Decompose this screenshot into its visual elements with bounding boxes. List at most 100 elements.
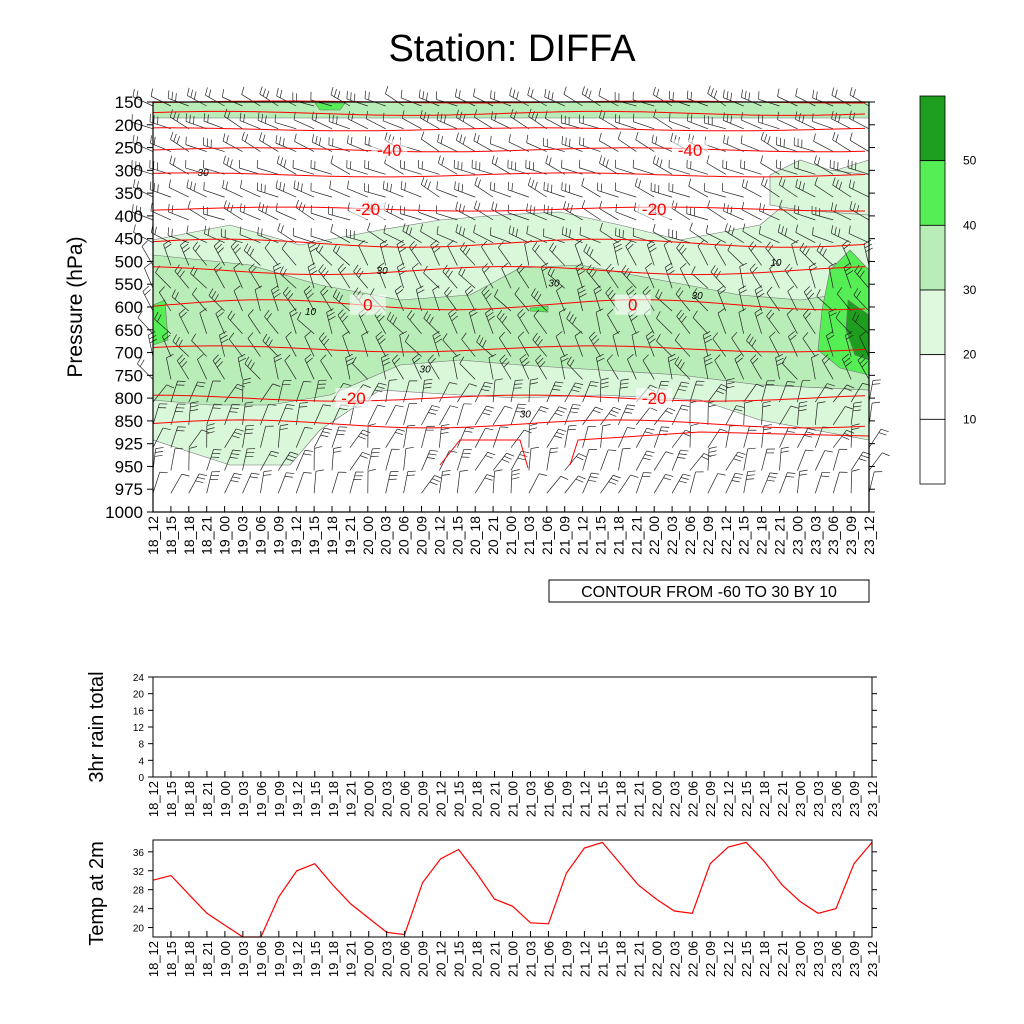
wind-barb-flag: [600, 377, 609, 381]
wind-barb-flag: [335, 291, 340, 300]
main-time-label: 20_12: [431, 516, 447, 555]
wind-barb-flag: [320, 354, 327, 361]
wind-barb-flag: [808, 262, 817, 268]
wind-barb: [275, 122, 297, 130]
colorbar-label: 10: [963, 412, 977, 426]
wind-barb-flag: [336, 246, 341, 254]
wind-barb: [743, 426, 750, 448]
main-time-label: 19_06: [252, 516, 268, 555]
main-time-label: 23_09: [843, 516, 859, 555]
wind-barb-flag: [799, 473, 808, 476]
wind-barb-flag: [451, 315, 459, 322]
wind-barb-flag: [424, 179, 428, 187]
main-time-label: 22_09: [700, 516, 716, 555]
wind-barb: [187, 207, 207, 221]
wind-barb-flag: [515, 379, 524, 381]
wind-barb-flag: [459, 469, 468, 472]
wind-barb-flag: [731, 227, 735, 236]
wind-barb-flag: [679, 408, 688, 411]
wind-barb: [761, 425, 765, 448]
wind-barb-flag: [521, 450, 530, 454]
wind-barb-flag: [155, 451, 164, 453]
wind-barb-flag: [239, 112, 242, 121]
wind-barb-flag: [841, 436, 850, 440]
wind-barb: [240, 187, 261, 198]
wind-barb-flag: [272, 383, 281, 387]
wind-barb-flag: [429, 357, 436, 365]
rain-tick-label: 24: [133, 673, 145, 684]
pressure-tick-label: 500: [115, 252, 143, 271]
wind-barb: [633, 121, 655, 130]
wind-barb: [328, 144, 351, 152]
wind-barb-flag: [678, 290, 684, 298]
wind-barb: [743, 383, 757, 403]
humidity-contour-label: 30: [198, 168, 210, 179]
humidity-contour-label: 10: [305, 307, 317, 318]
wind-barb: [714, 246, 727, 266]
wind-barb: [561, 143, 583, 152]
wind-barb-flag: [244, 356, 250, 364]
wind-barb-flag: [551, 245, 557, 253]
wind-barb-flag: [787, 381, 796, 383]
wind-barb-flag: [474, 109, 478, 118]
wind-barb-flag: [754, 308, 762, 314]
wind-barb-flag: [666, 266, 674, 272]
wind-barb-flag: [277, 223, 281, 231]
temp-time-label: 19_00: [218, 941, 233, 977]
wind-barb-flag: [168, 179, 171, 188]
pressure-tick-label: 1000: [105, 503, 143, 522]
wind-barb-flag: [853, 288, 859, 296]
wind-barb-flag: [738, 308, 747, 313]
wind-barb: [454, 167, 476, 175]
wind-barb-flag: [644, 431, 653, 434]
wind-barb-flag: [459, 356, 465, 364]
wind-barb: [742, 231, 762, 243]
wind-barb-flag: [612, 331, 621, 336]
wind-barb-flag: [882, 452, 890, 457]
wind-barb-flag: [692, 310, 698, 318]
wind-barb-flag: [805, 312, 812, 319]
temp-time-label: 20_21: [488, 941, 503, 977]
wind-barb-flag: [416, 285, 424, 290]
wind-barb-flag: [215, 308, 223, 314]
wind-barb: [528, 473, 540, 494]
wind-barb-flag: [222, 179, 225, 188]
wind-barb-flag: [154, 226, 157, 235]
wind-barb-flag: [681, 316, 687, 323]
wind-barb-flag: [798, 180, 802, 189]
wind-barb-flag: [735, 472, 744, 476]
wind-barb: [712, 338, 727, 357]
wind-barb-flag: [834, 89, 838, 98]
wind-barb: [814, 472, 823, 494]
wind-barb-flag: [153, 136, 156, 145]
wind-barb-flag: [473, 88, 476, 97]
main-time-label: 19_12: [288, 516, 304, 555]
wind-barb-flag: [585, 88, 589, 97]
wind-barb: [367, 448, 373, 471]
wind-barb-flag: [217, 311, 224, 318]
wind-barb: [494, 296, 512, 312]
wind-barb: [439, 382, 450, 403]
wind-barb-flag: [166, 353, 174, 359]
wind-barb-flag: [668, 357, 677, 362]
wind-barb-flag: [293, 180, 296, 189]
wind-barb-flag: [795, 224, 798, 233]
wind-barb: [277, 472, 287, 494]
wind-barb-flag: [264, 309, 270, 317]
wind-barb-flag: [530, 378, 539, 381]
wind-barb-flag: [775, 353, 783, 359]
wind-barb: [367, 230, 386, 243]
wind-barb-flag: [190, 89, 193, 98]
wind-barb-flag: [244, 134, 249, 142]
wind-barb-flag: [511, 473, 520, 476]
wind-barb-flag: [856, 205, 860, 214]
wind-barb-flag: [633, 202, 636, 211]
wind-barb-flag: [534, 244, 540, 253]
wind-barb-flag: [778, 177, 783, 185]
wind-barb-flag: [318, 137, 322, 146]
wind-barb: [152, 427, 164, 448]
wind-barb: [556, 290, 566, 312]
wind-barb-flag: [726, 378, 735, 381]
temperature-contour-label: 0: [363, 296, 372, 315]
wind-barb-flag: [400, 181, 403, 190]
